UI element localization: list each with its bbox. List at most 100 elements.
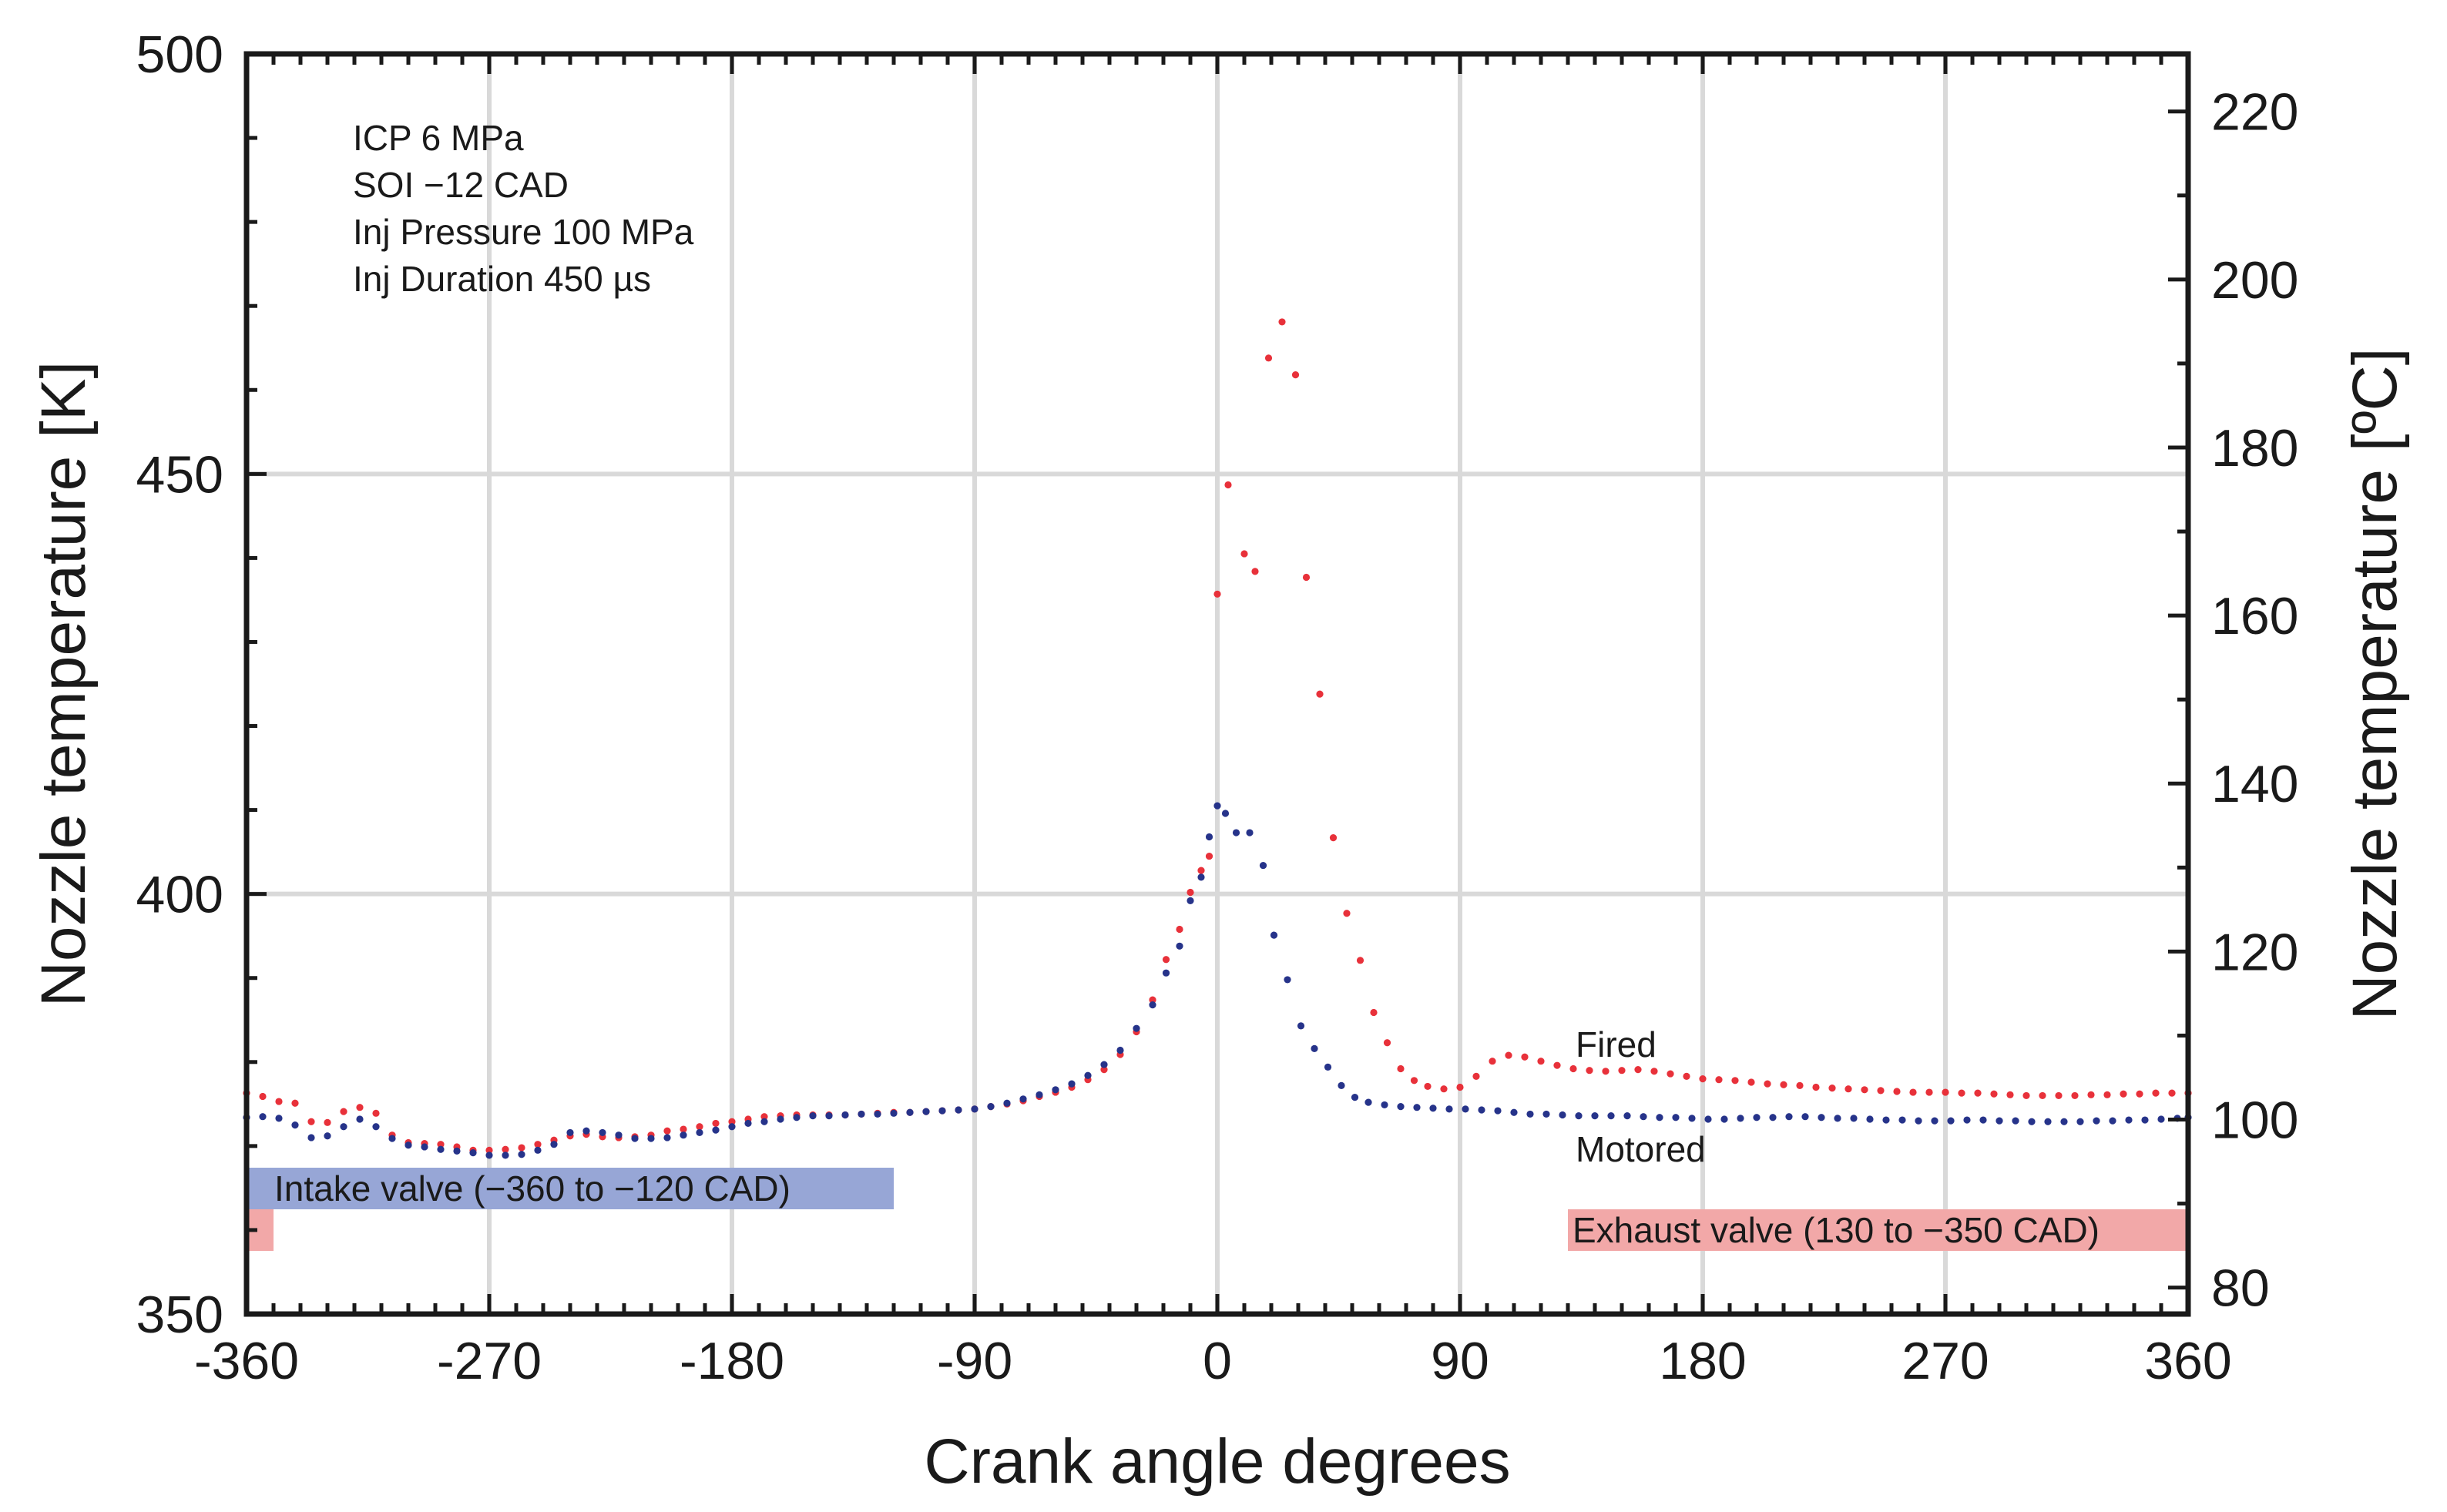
fired-point [1602, 1068, 1610, 1075]
motored-point [550, 1141, 558, 1148]
y-right-tick-label: 140 [2211, 755, 2298, 813]
series-label-fired: Fired [1576, 1024, 1657, 1064]
motored-point [1187, 897, 1194, 904]
fired-point [291, 1099, 299, 1107]
motored-point [809, 1112, 817, 1120]
series-motored [243, 802, 2192, 1159]
fired-point [1553, 1061, 1561, 1069]
motored-point [1559, 1111, 1566, 1119]
motored-point [1478, 1106, 1485, 1114]
fired-point [259, 1092, 267, 1101]
y-tick-label: 400 [136, 866, 223, 924]
intake-valve-band: Intake valve (−360 to −120 CAD) [247, 1168, 894, 1209]
motored-point [453, 1147, 461, 1155]
motored-point [1176, 942, 1183, 950]
fired-point [1251, 568, 1259, 575]
motored-point [631, 1135, 639, 1142]
motored-point [1753, 1114, 1761, 1121]
fired-point [1224, 481, 1232, 489]
motored-point [874, 1110, 881, 1118]
fired-point [680, 1125, 687, 1133]
motored-point [1364, 1098, 1372, 1106]
x-axis-title: Crank angle degrees [924, 1427, 1510, 1497]
motored-point [1931, 1117, 1938, 1125]
motored-point [2060, 1118, 2068, 1125]
motored-point [2141, 1116, 2149, 1124]
motored-point [1162, 969, 1170, 977]
fired-point [502, 1145, 509, 1153]
series-label-motored: Motored [1576, 1129, 1706, 1169]
motored-point [307, 1134, 315, 1142]
fired-point [1667, 1070, 1674, 1078]
fired-point [1974, 1089, 1982, 1097]
motored-point [712, 1126, 720, 1134]
fired-point [1240, 550, 1248, 558]
fired-point [1505, 1051, 1512, 1059]
motored-point [1068, 1080, 1076, 1088]
motored-point [1413, 1104, 1421, 1111]
motored-point [2125, 1116, 2133, 1124]
y-right-tick-label: 120 [2211, 923, 2298, 981]
motored-point [890, 1109, 898, 1117]
fired-point [437, 1141, 445, 1148]
fired-point [1796, 1081, 1804, 1089]
fired-point [1893, 1088, 1901, 1095]
fired-point [518, 1144, 525, 1152]
fired-point [1456, 1083, 1464, 1091]
motored-point [1100, 1061, 1108, 1068]
fired-point [1424, 1082, 1432, 1091]
y-tick-labels-left: 350 400 450 500 [136, 25, 223, 1344]
fired-point [1731, 1077, 1739, 1085]
y-right-tick-label: 160 [2211, 587, 2298, 645]
motored-point [1510, 1108, 1518, 1116]
fired-point [1100, 1066, 1108, 1074]
x-tick-label: -270 [437, 1332, 542, 1390]
fired-point [1213, 590, 1221, 598]
motored-point [1882, 1116, 1890, 1124]
motored-point [1542, 1110, 1550, 1118]
motored-point [1445, 1105, 1453, 1113]
motored-point [1429, 1105, 1437, 1112]
fired-point [1264, 354, 1273, 362]
motored-point [1246, 829, 1254, 836]
fired-point [1383, 1039, 1391, 1047]
motored-point [728, 1123, 736, 1131]
fired-point [2039, 1091, 2046, 1100]
fired-point [1410, 1077, 1418, 1085]
motored-point [1640, 1113, 1647, 1121]
motored-point [744, 1119, 752, 1128]
motored-point [1019, 1095, 1027, 1103]
motored-point [680, 1131, 687, 1139]
motored-point [1526, 1110, 1534, 1118]
motored-point [696, 1128, 703, 1137]
fired-point [372, 1109, 380, 1117]
fired-point [1397, 1064, 1405, 1073]
fired-point [1586, 1067, 1593, 1074]
fired-point [2022, 1091, 2030, 1100]
motored-point [1133, 1024, 1140, 1032]
y-right-tick-label: 80 [2211, 1259, 2270, 1318]
motored-point [1149, 1001, 1156, 1009]
fired-point [1489, 1058, 1496, 1065]
fired-point [1205, 852, 1213, 860]
motored-point [1351, 1094, 1359, 1101]
annotation-inj-duration: Inj Duration 450 µs [353, 259, 651, 299]
motored-point [404, 1142, 412, 1149]
motored-point [388, 1135, 396, 1142]
motored-point [777, 1115, 784, 1123]
fired-point [1329, 833, 1338, 842]
motored-point [437, 1145, 445, 1153]
exhaust-valve-label: Exhaust valve (130 to −350 CAD) [1573, 1210, 2100, 1250]
fired-point [760, 1113, 768, 1121]
motored-point [1232, 829, 1240, 836]
fired-point [1370, 1008, 1378, 1017]
annotation-icp: ICP 6 MPa [353, 118, 524, 158]
fired-point [1569, 1064, 1577, 1073]
x-tick-label: 360 [2144, 1332, 2231, 1390]
motored-point [1834, 1115, 1841, 1122]
motored-point [1297, 1022, 1305, 1030]
motored-point [502, 1152, 509, 1159]
fired-point [728, 1118, 736, 1125]
motored-point [615, 1131, 623, 1139]
